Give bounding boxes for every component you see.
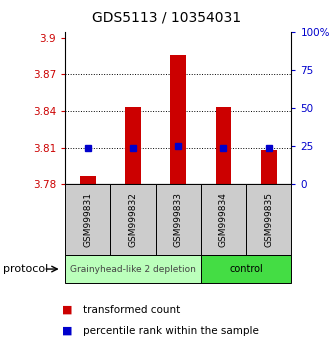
Bar [80,176,96,184]
Text: GSM999832: GSM999832 [128,192,138,247]
Bar [201,184,246,255]
Text: control: control [229,264,263,274]
Bar [261,150,277,184]
Text: Grainyhead-like 2 depletion: Grainyhead-like 2 depletion [70,264,196,274]
Bar [215,107,231,184]
Text: GSM999834: GSM999834 [219,192,228,247]
Bar [110,184,156,255]
Text: GSM999831: GSM999831 [83,192,92,247]
Text: ■: ■ [62,305,72,315]
Text: ■: ■ [62,326,72,336]
Bar [246,184,291,255]
Text: GSM999835: GSM999835 [264,192,273,247]
Text: protocol: protocol [3,264,49,274]
Text: GDS5113 / 10354031: GDS5113 / 10354031 [92,11,241,25]
Bar [65,255,201,283]
Bar [65,184,110,255]
Bar [201,255,291,283]
Text: GSM999833: GSM999833 [173,192,183,247]
Text: transformed count: transformed count [83,305,180,315]
Text: percentile rank within the sample: percentile rank within the sample [83,326,259,336]
Bar [156,184,201,255]
Bar [125,107,141,184]
Bar [170,55,186,184]
